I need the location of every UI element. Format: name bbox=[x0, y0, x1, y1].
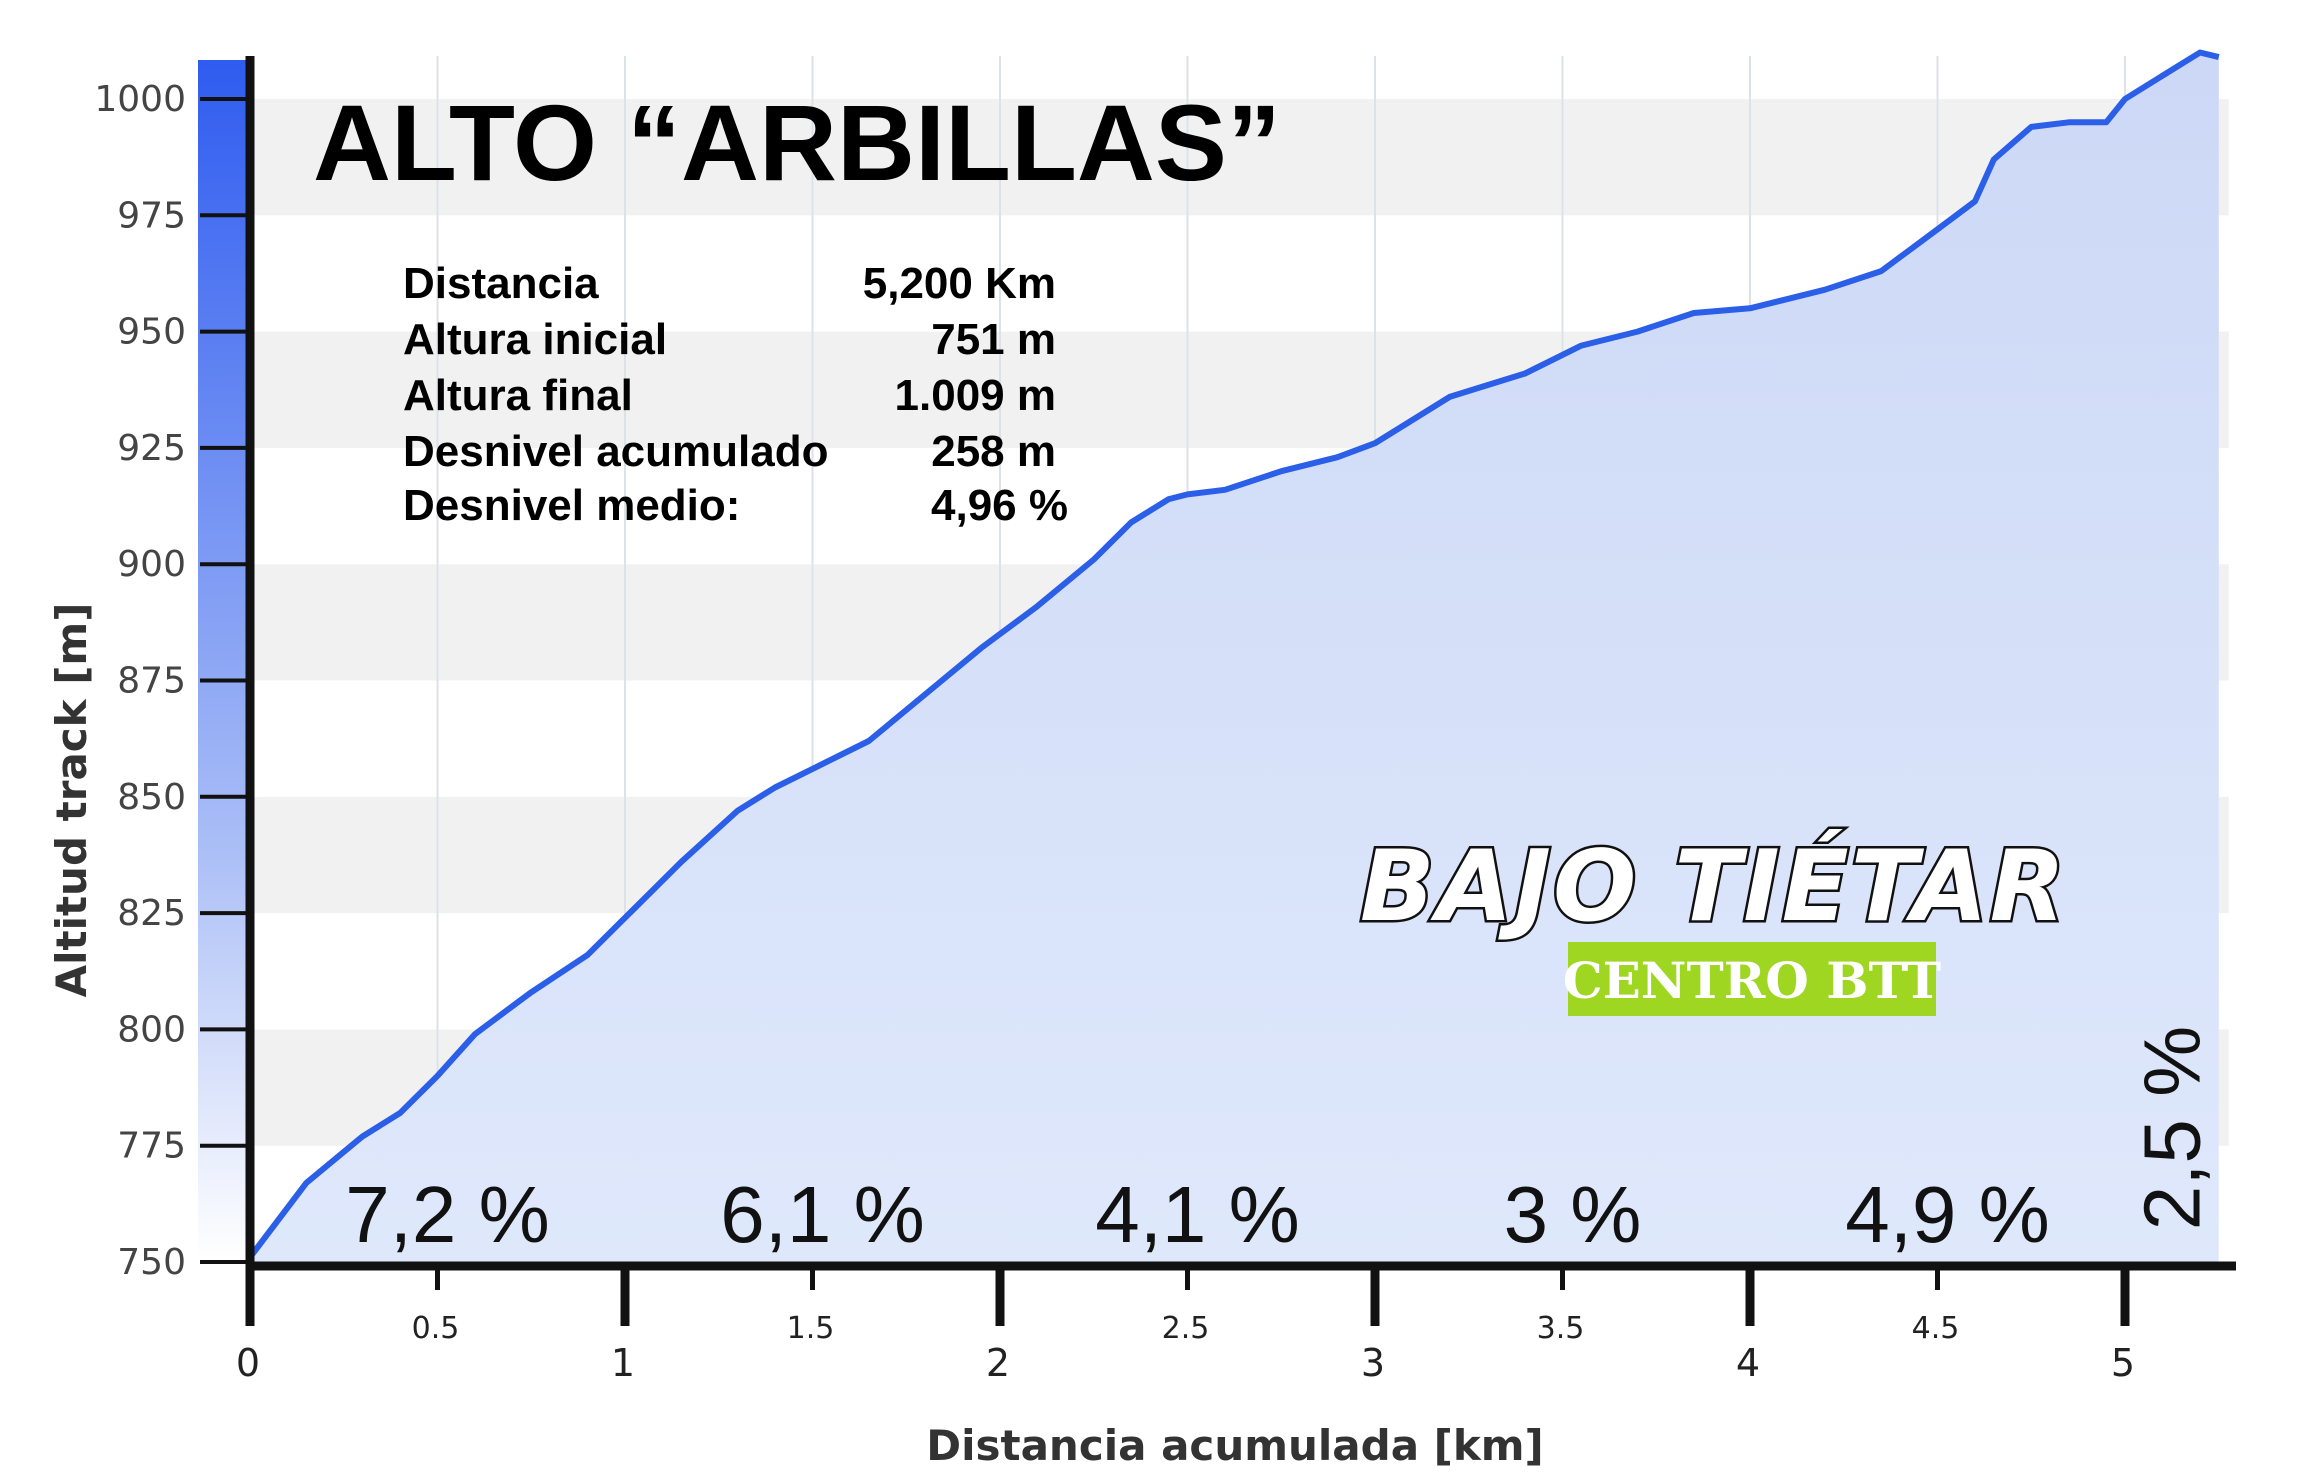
y-axis-color-bar bbox=[198, 60, 248, 1260]
y-tick-label: 750 bbox=[117, 1242, 186, 1283]
segment-gradient-label: 7,2 % bbox=[345, 1170, 550, 1259]
brand-name: BAJO TIÉTAR bbox=[1360, 829, 2067, 944]
stat-value-average-gradient: 4,96 % bbox=[931, 481, 1068, 530]
y-tick-label: 875 bbox=[117, 661, 186, 702]
y-tick-label: 1000 bbox=[94, 79, 186, 120]
x-tick-label: 4 bbox=[1736, 1341, 1760, 1385]
y-tick-label: 800 bbox=[117, 1009, 186, 1050]
stat-value-start-altitude: 751 m bbox=[931, 315, 1056, 364]
segment-gradient-labels: 7,2 % 6,1 % 4,1 % 3 % 4,9 % 2,5 % bbox=[345, 1026, 2216, 1259]
y-axis-label: Altitud track [m] bbox=[47, 603, 96, 998]
segment-gradient-label: 6,1 % bbox=[720, 1170, 925, 1259]
y-axis-ticks: 750 775 800 825 850 875 900 925 950 975 1000 bbox=[94, 79, 250, 1283]
x-axis-label: Distancia acumulada [km] bbox=[926, 1421, 1544, 1470]
stat-label-distance: Distancia bbox=[403, 259, 599, 308]
y-tick-label: 925 bbox=[117, 428, 186, 469]
stats-block: Distancia 5,200 Km Altura inicial 751 m … bbox=[403, 259, 1068, 530]
x-tick-label: 1 bbox=[611, 1341, 635, 1385]
x-tick-label: 2 bbox=[986, 1341, 1010, 1385]
y-tick-label: 825 bbox=[117, 893, 186, 934]
stat-value-cumulative-gain: 258 m bbox=[931, 427, 1056, 476]
x-minor-tick-label: 3.5 bbox=[1537, 1311, 1585, 1346]
x-minor-tick-label: 2.5 bbox=[1162, 1311, 1210, 1346]
y-tick-label: 900 bbox=[117, 544, 186, 585]
brand-subtitle: CENTRO BTT bbox=[1563, 951, 1941, 1010]
y-tick-label: 950 bbox=[117, 312, 186, 353]
x-tick-label: 0 bbox=[236, 1341, 260, 1385]
x-minor-tick-label: 4.5 bbox=[1912, 1311, 1960, 1346]
segment-gradient-label: 4,9 % bbox=[1845, 1170, 2050, 1259]
segment-gradient-label: 2,5 % bbox=[2127, 1026, 2216, 1231]
stat-label-start-altitude: Altura inicial bbox=[403, 315, 667, 364]
grid-band bbox=[250, 56, 2229, 99]
x-minor-tick-label: 1.5 bbox=[787, 1311, 835, 1346]
x-axis-ticks: 0 1 2 3 4 5 0.5 1.5 2.5 3.5 4.5 bbox=[236, 1266, 2135, 1385]
y-tick-label: 775 bbox=[117, 1126, 186, 1167]
grid-band bbox=[250, 99, 2229, 216]
x-minor-tick-label: 0.5 bbox=[412, 1311, 460, 1346]
stat-value-distance: 5,200 Km bbox=[863, 259, 1056, 308]
series-elevation-line bbox=[247, 49, 2220, 1260]
x-tick-label: 5 bbox=[2111, 1341, 2135, 1385]
segment-gradient-label: 4,1 % bbox=[1095, 1170, 1300, 1259]
brand-logo: BAJO TIÉTAR CENTRO BTT bbox=[1358, 827, 2068, 1016]
stat-label-end-altitude: Altura final bbox=[403, 371, 633, 420]
x-tick-label: 3 bbox=[1361, 1341, 1385, 1385]
stat-value-end-altitude: 1.009 m bbox=[895, 371, 1056, 420]
segment-gradient-label: 3 % bbox=[1504, 1170, 1642, 1259]
y-tick-label: 850 bbox=[117, 777, 186, 818]
brand-subtitle-box bbox=[1568, 942, 1936, 1016]
stat-label-average-gradient: Desnivel medio: bbox=[403, 481, 740, 530]
chart-title: ALTO “ARBILLAS” bbox=[313, 82, 1281, 203]
stat-label-cumulative-gain: Desnivel acumulado bbox=[403, 427, 828, 476]
y-tick-label: 975 bbox=[117, 195, 186, 236]
